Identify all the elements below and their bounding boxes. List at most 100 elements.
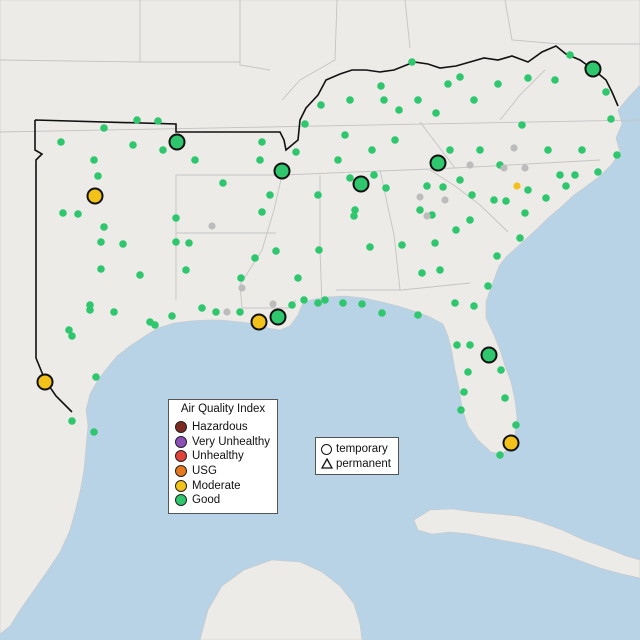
monitor-marker-good[interactable]	[97, 238, 105, 246]
monitor-marker-good[interactable]	[466, 216, 474, 224]
temporary-monitor-good[interactable]	[168, 133, 186, 151]
monitor-marker-good[interactable]	[172, 214, 180, 222]
monitor-marker-good[interactable]	[408, 58, 416, 66]
monitor-marker-good[interactable]	[613, 151, 621, 159]
monitor-marker-good[interactable]	[168, 312, 176, 320]
monitor-marker-good[interactable]	[159, 146, 167, 154]
monitor-marker-good[interactable]	[315, 246, 323, 254]
monitor-marker-good[interactable]	[236, 308, 244, 316]
monitor-marker-good[interactable]	[370, 171, 378, 179]
monitor-marker-good[interactable]	[358, 300, 366, 308]
monitor-marker-good[interactable]	[542, 194, 550, 202]
monitor-marker-good[interactable]	[501, 394, 509, 402]
monitor-marker-good[interactable]	[521, 209, 529, 217]
monitor-marker-good[interactable]	[497, 366, 505, 374]
monitor-marker-good[interactable]	[391, 136, 399, 144]
monitor-marker-good[interactable]	[416, 206, 424, 214]
monitor-marker-good[interactable]	[432, 109, 440, 117]
monitor-marker-good[interactable]	[68, 332, 76, 340]
monitor-marker-good[interactable]	[94, 172, 102, 180]
monitor-marker-good[interactable]	[456, 176, 464, 184]
monitor-marker-good[interactable]	[258, 208, 266, 216]
monitor-marker-good[interactable]	[57, 138, 65, 146]
monitor-marker-good[interactable]	[490, 196, 498, 204]
monitor-marker-no-data[interactable]	[441, 196, 449, 204]
temporary-monitor-good[interactable]	[352, 175, 370, 193]
monitor-marker-good[interactable]	[154, 117, 162, 125]
monitor-marker-good[interactable]	[382, 184, 390, 192]
monitor-marker-good[interactable]	[423, 182, 431, 190]
monitor-marker-good[interactable]	[398, 241, 406, 249]
monitor-marker-good[interactable]	[294, 274, 302, 282]
monitor-marker-good[interactable]	[578, 146, 586, 154]
monitor-marker-good[interactable]	[571, 171, 579, 179]
monitor-marker-good[interactable]	[446, 146, 454, 154]
monitor-marker-good[interactable]	[317, 101, 325, 109]
monitor-marker-good[interactable]	[100, 223, 108, 231]
monitor-marker-good[interactable]	[97, 265, 105, 273]
monitor-marker-good[interactable]	[502, 197, 510, 205]
temporary-monitor-moderate[interactable]	[86, 187, 104, 205]
monitor-marker-no-data[interactable]	[521, 164, 529, 172]
monitor-marker-good[interactable]	[518, 121, 526, 129]
monitor-marker-good[interactable]	[414, 311, 422, 319]
monitor-marker-good[interactable]	[219, 179, 227, 187]
monitor-marker-no-data[interactable]	[238, 284, 246, 292]
monitor-marker-good[interactable]	[198, 304, 206, 312]
monitor-marker-no-data[interactable]	[466, 161, 474, 169]
monitor-marker-good[interactable]	[453, 341, 461, 349]
monitor-marker-good[interactable]	[380, 96, 388, 104]
monitor-marker-good[interactable]	[136, 271, 144, 279]
monitor-marker-good[interactable]	[314, 191, 322, 199]
monitor-marker-good[interactable]	[496, 451, 504, 459]
monitor-marker-good[interactable]	[484, 282, 492, 290]
monitor-marker-good[interactable]	[524, 74, 532, 82]
monitor-marker-good[interactable]	[377, 82, 385, 90]
monitor-marker-good[interactable]	[494, 80, 502, 88]
monitor-marker-good[interactable]	[288, 301, 296, 309]
monitor-marker-good[interactable]	[470, 96, 478, 104]
monitor-marker-good[interactable]	[444, 80, 452, 88]
monitor-marker-good[interactable]	[191, 156, 199, 164]
monitor-marker-good[interactable]	[436, 266, 444, 274]
monitor-marker-good[interactable]	[607, 115, 615, 123]
monitor-marker-good[interactable]	[129, 141, 137, 149]
monitor-marker-no-data[interactable]	[223, 308, 231, 316]
monitor-marker-good[interactable]	[460, 388, 468, 396]
monitor-marker-good[interactable]	[301, 120, 309, 128]
monitor-marker-good[interactable]	[314, 299, 322, 307]
monitor-marker-good[interactable]	[468, 191, 476, 199]
monitor-marker-good[interactable]	[292, 148, 300, 156]
monitor-marker-good[interactable]	[368, 146, 376, 154]
monitor-marker-good[interactable]	[414, 96, 422, 104]
monitor-marker-good[interactable]	[110, 308, 118, 316]
monitor-marker-good[interactable]	[452, 226, 460, 234]
monitor-marker-good[interactable]	[470, 302, 478, 310]
monitor-marker-good[interactable]	[346, 96, 354, 104]
monitor-marker-good[interactable]	[119, 240, 127, 248]
temporary-monitor-moderate[interactable]	[502, 434, 520, 452]
monitor-marker-no-data[interactable]	[208, 222, 216, 230]
temporary-monitor-moderate[interactable]	[36, 373, 54, 391]
monitor-marker-good[interactable]	[346, 174, 354, 182]
monitor-marker-good[interactable]	[551, 76, 559, 84]
monitor-marker-good[interactable]	[182, 266, 190, 274]
monitor-marker-good[interactable]	[466, 341, 474, 349]
monitor-marker-good[interactable]	[68, 417, 76, 425]
monitor-marker-no-data[interactable]	[423, 212, 431, 220]
monitor-marker-good[interactable]	[90, 428, 98, 436]
monitor-marker-no-data[interactable]	[269, 300, 277, 308]
monitor-marker-good[interactable]	[251, 254, 259, 262]
monitor-marker-good[interactable]	[566, 51, 574, 59]
monitor-marker-good[interactable]	[556, 171, 564, 179]
monitor-marker-good[interactable]	[151, 321, 159, 329]
monitor-marker-good[interactable]	[493, 252, 501, 260]
monitor-marker-good[interactable]	[451, 299, 459, 307]
monitor-marker-good[interactable]	[378, 309, 386, 317]
temporary-monitor-good[interactable]	[269, 308, 287, 326]
temporary-monitor-moderate[interactable]	[250, 313, 268, 331]
monitor-marker-good[interactable]	[339, 299, 347, 307]
monitor-marker-good[interactable]	[431, 239, 439, 247]
monitor-marker-good[interactable]	[562, 182, 570, 190]
monitor-marker-good[interactable]	[300, 296, 308, 304]
